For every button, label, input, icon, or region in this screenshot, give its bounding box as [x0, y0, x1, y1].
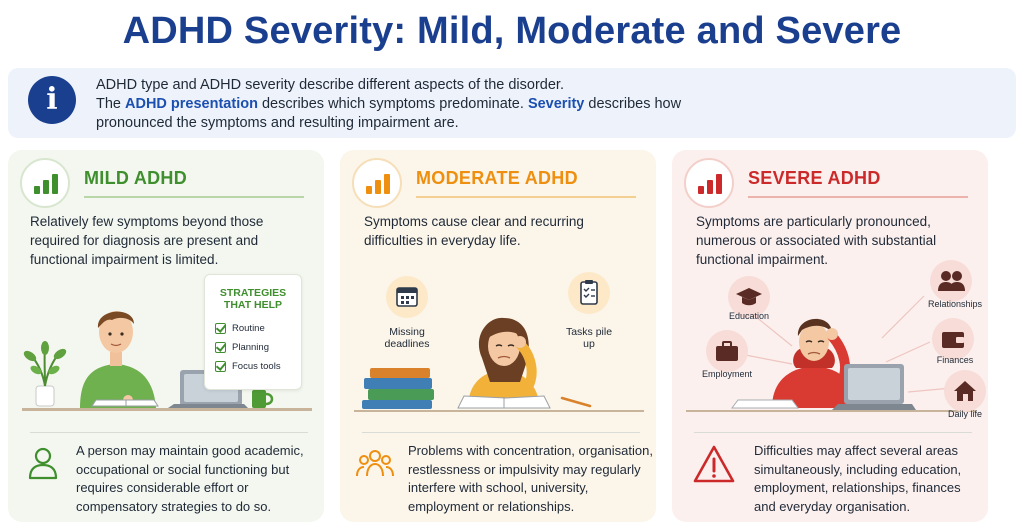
moderate-footer-text: Problems with concentration, organisatio…: [408, 443, 653, 514]
info-icon: i: [28, 76, 76, 124]
checkbox-checked-icon: [215, 361, 226, 372]
person-icon: [28, 447, 58, 480]
strategy-label: Focus tools: [232, 361, 281, 372]
strategies-panel: STRATEGIES THAT HELP Routine Planning Fo…: [204, 274, 302, 390]
strategies-title: STRATEGIES THAT HELP: [219, 287, 287, 311]
house-icon: [944, 370, 986, 412]
mug-icon: [252, 390, 274, 408]
strategy-item: Focus tools: [215, 357, 301, 376]
pencil-icon: [560, 396, 592, 408]
divider: [694, 432, 972, 433]
checkbox-checked-icon: [215, 323, 226, 334]
graduation-cap-icon: [728, 276, 770, 318]
page-title: ADHD Severity: Mild, Moderate and Severe: [122, 10, 902, 52]
title-underline: [416, 196, 636, 198]
daily-life-label: Daily life: [947, 409, 982, 419]
finances-label: Finances: [936, 355, 974, 365]
calendar-icon: [386, 276, 428, 318]
open-book-icon: [457, 395, 551, 409]
info-line-2-middle: describes which symptoms predominate.: [257, 96, 528, 112]
strategy-label: Planning: [232, 342, 269, 353]
tasks-pile-up-label: Tasks pile up: [565, 326, 613, 350]
relationships-label: Relationships: [927, 299, 983, 309]
wallet-icon: [932, 318, 974, 360]
signal-bars-icon: [352, 158, 402, 208]
student-figure: [468, 317, 540, 408]
highlight-severity: Severity: [527, 96, 585, 112]
info-line-2-suffix: describes how: [584, 96, 682, 112]
stressed-student-illustration: [354, 317, 644, 412]
signal-bars-icon: [684, 158, 734, 208]
severe-title: SEVERE ADHD: [748, 168, 881, 188]
info-line-2-prefix: The: [96, 96, 126, 112]
group-icon: [356, 450, 394, 477]
people-icon: [930, 260, 972, 302]
checklist-icon: [568, 272, 610, 314]
education-label: Education: [728, 311, 770, 321]
strategy-label: Routine: [232, 323, 265, 334]
strategy-item: Planning: [215, 338, 301, 357]
student-figure: [772, 318, 858, 408]
papers-icon: [731, 399, 799, 409]
mild-description: Relatively few symptoms beyond those req…: [30, 214, 264, 267]
plant-icon: [23, 341, 67, 407]
severe-description: Symptoms are particularly pronounced, nu…: [696, 214, 937, 267]
highlight-adhd-presentation: ADHD presentation: [125, 96, 258, 112]
moderate-title: MODERATE ADHD: [416, 168, 578, 188]
info-banner: i ADHD type and ADHD severity describe d…: [8, 68, 1016, 138]
info-line-3: pronounced the symptoms and resulting im…: [96, 115, 459, 131]
title-underline: [748, 196, 968, 198]
info-text: ADHD type and ADHD severity describe dif…: [96, 76, 996, 133]
book-stack-icon: [362, 368, 434, 409]
mild-title: MILD ADHD: [84, 168, 188, 188]
briefcase-icon: [706, 330, 748, 372]
info-line-2: The ADHD presentation describes which sy…: [96, 95, 996, 114]
moderate-adhd-card: MODERATE ADHD Symptoms cause clear and r…: [340, 150, 656, 522]
severe-adhd-card: SEVERE ADHD Symptoms are particularly pr…: [672, 150, 988, 522]
warning-icon: [693, 445, 735, 483]
missing-deadlines-label: Missing deadlines: [384, 326, 430, 350]
checkbox-checked-icon: [215, 342, 226, 353]
student-figure: [80, 311, 156, 408]
signal-bars-icon: [20, 158, 70, 208]
info-line-1: ADHD type and ADHD severity describe dif…: [96, 77, 564, 93]
moderate-description: Symptoms cause clear and recurring diffi…: [364, 214, 584, 248]
divider: [30, 432, 308, 433]
employment-label: Employment: [701, 369, 753, 379]
divider: [362, 432, 640, 433]
strategy-item: Routine: [215, 319, 301, 338]
mild-adhd-card: MILD ADHD Relatively few symptoms beyond…: [8, 150, 324, 522]
laptop-icon: [832, 364, 916, 410]
mild-footer-text: A person may maintain good academic, occ…: [76, 443, 304, 514]
overwhelmed-student-illustration: [686, 295, 976, 412]
severe-footer-text: Difficulties may affect several areas si…: [754, 443, 962, 514]
title-underline: [84, 196, 304, 198]
